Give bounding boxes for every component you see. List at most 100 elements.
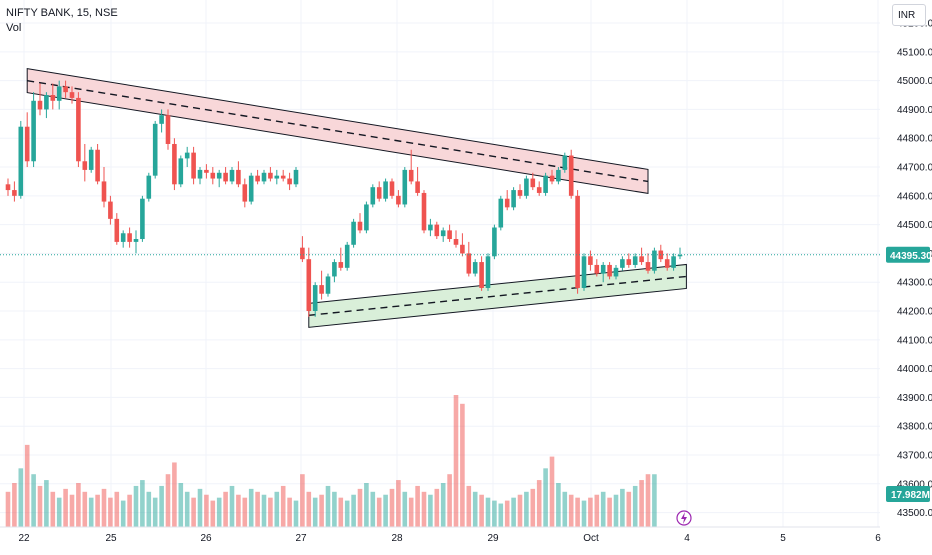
volume-bar [204, 494, 209, 527]
candle-body [293, 169, 299, 185]
candle-body [101, 181, 107, 202]
volume-bar [293, 500, 299, 527]
volume-bar [146, 491, 152, 527]
candle [159, 109, 164, 133]
volume-bar [319, 494, 324, 527]
volume-bar [402, 491, 408, 527]
candle [364, 201, 369, 234]
candle-body [517, 190, 523, 196]
candle-body [613, 267, 619, 277]
candle-body [210, 172, 216, 179]
price-tick-label: 44700.00 [897, 163, 932, 174]
candle-body [671, 256, 676, 268]
candle-body [408, 169, 414, 182]
candle [293, 167, 299, 188]
volume-bar [421, 491, 427, 527]
volume-bar [236, 494, 241, 527]
candle [127, 227, 132, 248]
candle-body [63, 86, 68, 93]
candle [255, 169, 260, 185]
candle-body [152, 123, 158, 176]
candle-body [568, 155, 574, 196]
candle-body [312, 285, 318, 312]
volume-bar [581, 500, 587, 527]
candle [229, 167, 235, 185]
candle [287, 172, 292, 191]
candle [184, 146, 190, 168]
volume-bar [530, 488, 536, 527]
candle [56, 80, 62, 110]
candle-body [543, 175, 548, 193]
price-tick-label: 43600.00 [897, 479, 932, 490]
candle [172, 138, 177, 191]
price-tick-label: 44800.00 [897, 134, 932, 145]
candle-body [268, 172, 273, 179]
candle-body [120, 233, 126, 242]
volume-bar [466, 485, 472, 527]
candle [562, 152, 568, 173]
time-tick-label: 6 [875, 533, 881, 544]
price-tick-label: 44900.00 [897, 105, 932, 116]
candle-body [652, 250, 657, 271]
volume-bar [594, 494, 600, 527]
volume-bar [453, 395, 459, 527]
volume-bar [178, 483, 184, 527]
chart-legend: NIFTY BANK, 15, NSE Vol [6, 6, 118, 36]
candle [671, 253, 676, 271]
volume-bar [607, 497, 612, 527]
candle-body [607, 264, 612, 277]
volume-bar [364, 483, 369, 527]
candle [620, 256, 625, 271]
candle [408, 149, 414, 185]
candle-body [223, 172, 228, 182]
candle [274, 169, 280, 185]
resistance-midline [27, 79, 649, 183]
candle-body [562, 155, 568, 170]
candle [165, 109, 171, 150]
candle-body [146, 175, 152, 199]
candle-body [24, 126, 30, 162]
time-tick-label: 27 [295, 533, 307, 544]
candle-body [95, 149, 100, 182]
volume-indicator-label[interactable]: Vol [6, 22, 22, 34]
volume-bar [568, 494, 574, 527]
candle-body [300, 247, 305, 260]
candle [242, 178, 248, 208]
candle [600, 262, 606, 283]
candle-body [69, 92, 75, 98]
overlay-labels: 44395.30 17.982M [0, 246, 932, 526]
volume-bar [133, 485, 139, 527]
candle-body [434, 224, 440, 237]
candle-body [524, 178, 529, 196]
candle [466, 241, 472, 277]
candle [607, 262, 612, 280]
price-tick-label: 43700.00 [897, 451, 932, 462]
candle [556, 167, 561, 185]
volume-bar [120, 500, 126, 527]
candle [18, 120, 24, 199]
volume-bar [434, 488, 440, 527]
symbol-title[interactable]: NIFTY BANK, 15, NSE [6, 7, 118, 19]
volume-bar [447, 474, 452, 527]
volume-bar [652, 474, 657, 527]
candle-body [511, 190, 516, 208]
candle [319, 270, 324, 300]
volume-bar [56, 497, 62, 527]
volume-bar [5, 491, 11, 527]
currency-selector[interactable]: INR [892, 4, 926, 26]
volume-bar [485, 497, 491, 527]
volume-bar [50, 491, 56, 527]
price-tick-label: 43900.00 [897, 393, 932, 404]
candle [453, 230, 459, 248]
volume-bar [351, 494, 356, 527]
candle-body [184, 152, 190, 159]
volume-bar [268, 497, 273, 527]
candle-body [236, 169, 241, 185]
volume-bars [5, 395, 657, 527]
volume-bar [127, 494, 132, 527]
volume-bar [428, 494, 433, 527]
candle-body [383, 181, 388, 199]
candle [511, 187, 516, 211]
